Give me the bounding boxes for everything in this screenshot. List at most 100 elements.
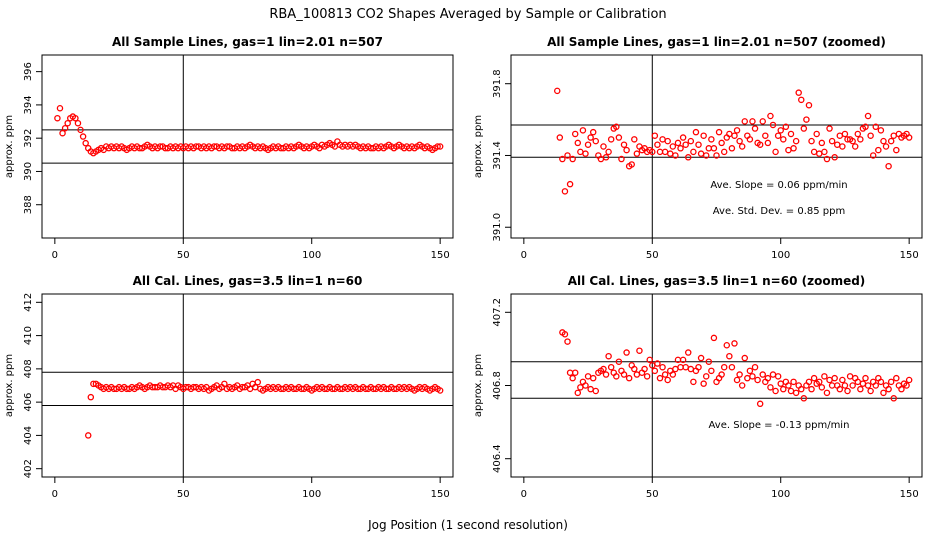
data-point — [756, 141, 764, 148]
y-tick-label: 404 — [23, 426, 34, 445]
data-point — [731, 340, 738, 347]
data-point — [839, 376, 846, 384]
data-point — [561, 331, 569, 338]
data-point — [857, 385, 864, 393]
data-point — [661, 371, 669, 378]
data-point — [885, 385, 892, 393]
data-point — [831, 374, 838, 382]
data-point — [862, 374, 869, 382]
data-point — [751, 363, 759, 371]
data-point — [659, 136, 666, 143]
data-point — [56, 104, 64, 112]
data-point — [813, 130, 820, 138]
data-point — [566, 369, 574, 376]
x-tick-label: 50 — [646, 489, 659, 500]
data-point — [700, 380, 707, 387]
data-point — [836, 132, 844, 139]
data-point — [587, 134, 594, 141]
data-point — [710, 334, 718, 342]
data-point — [695, 141, 702, 148]
data-point — [559, 155, 566, 163]
data-point — [646, 356, 653, 364]
panel-annotation: Ave. Std. Dev. = 0.85 ppm — [713, 206, 845, 217]
data-point — [805, 101, 813, 109]
data-point — [682, 141, 689, 148]
y-axis-label: approx. ppm — [4, 354, 15, 417]
data-point — [700, 132, 707, 139]
data-point — [780, 136, 787, 143]
data-point — [654, 141, 661, 148]
data-point — [607, 363, 615, 371]
data-point — [59, 129, 66, 137]
data-point — [728, 363, 736, 371]
data-point — [589, 374, 597, 382]
data-point — [679, 134, 687, 141]
data-point — [564, 338, 571, 345]
data-point — [613, 123, 620, 131]
data-point — [880, 389, 887, 397]
x-tick-label: 0 — [521, 489, 527, 500]
data-point — [718, 139, 725, 147]
data-point — [631, 136, 638, 143]
data-point — [697, 354, 705, 362]
data-point — [798, 385, 805, 393]
data-point — [705, 358, 713, 365]
data-point — [749, 373, 756, 380]
data-point — [754, 376, 761, 384]
data-point — [664, 137, 671, 145]
y-tick-label: 406.8 — [492, 371, 503, 400]
data-point — [800, 125, 808, 132]
data-point — [553, 87, 561, 95]
data-point — [695, 363, 702, 371]
x-tick-label: 50 — [177, 250, 190, 261]
data-point — [679, 356, 687, 364]
data-point — [577, 148, 584, 156]
data-point — [733, 127, 741, 134]
data-point — [803, 116, 810, 123]
data-point — [556, 134, 564, 141]
data-point — [631, 365, 638, 373]
y-tick-label: 396 — [23, 62, 34, 81]
data-point — [720, 148, 728, 156]
data-point — [54, 114, 61, 122]
data-point — [651, 132, 659, 139]
data-point — [759, 371, 766, 378]
data-point — [623, 146, 630, 154]
data-point — [798, 96, 805, 104]
data-point — [905, 134, 913, 141]
data-point — [826, 125, 833, 132]
y-tick-label: 406.4 — [492, 444, 503, 473]
data-point — [613, 373, 620, 380]
data-point — [887, 378, 895, 386]
data-point — [77, 126, 84, 134]
y-tick-label: 408 — [23, 359, 34, 378]
data-point — [584, 141, 592, 148]
data-point — [867, 387, 874, 395]
data-point — [885, 162, 892, 170]
data-point — [759, 118, 766, 125]
data-point — [221, 380, 228, 388]
data-point — [600, 365, 607, 373]
data-point — [893, 146, 900, 154]
y-axis-label: approx. ppm — [473, 354, 484, 417]
data-point — [839, 143, 846, 150]
chart-panel-1: All Sample Lines, gas=1 lin=2.01 n=507 ap… — [4, 35, 454, 261]
data-point — [744, 374, 751, 382]
y-tick-label: 394 — [23, 95, 34, 114]
data-point — [882, 143, 890, 150]
data-point — [828, 137, 836, 145]
y-axis-label: approx. ppm — [473, 115, 484, 178]
x-tick-label: 150 — [900, 250, 919, 261]
data-point — [602, 371, 610, 378]
data-point — [731, 132, 738, 139]
data-point — [84, 432, 92, 439]
data-point — [816, 378, 823, 386]
data-point — [574, 139, 582, 147]
x-tick-label: 0 — [521, 250, 527, 261]
panel-title: All Sample Lines, gas=1 lin=2.01 n=507 — [112, 35, 383, 49]
data-point — [659, 363, 666, 371]
data-point — [738, 382, 746, 389]
data-point — [846, 373, 854, 380]
data-point — [628, 161, 635, 168]
panel-annotation: Ave. Slope = 0.06 ppm/min — [710, 180, 847, 191]
